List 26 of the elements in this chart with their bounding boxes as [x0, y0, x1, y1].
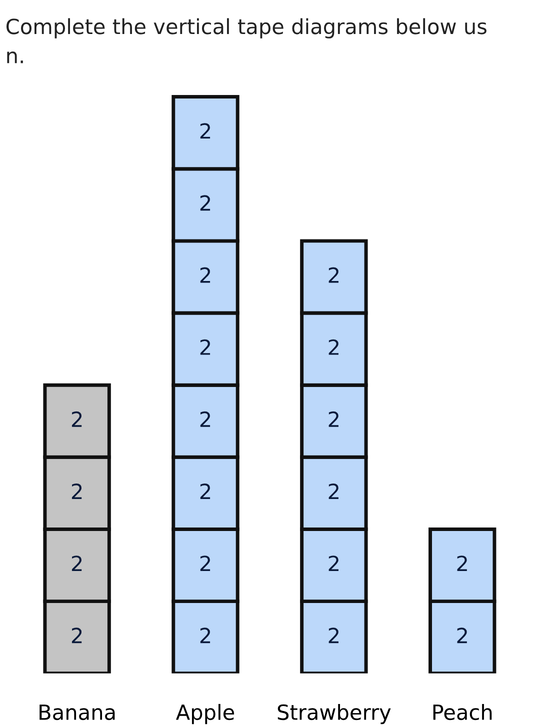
data-label: 2 [328, 411, 338, 427]
data-label: 2 [328, 483, 338, 499]
text: Complete the vertical tape diagrams below us [6, 18, 486, 38]
data-label: 2 [200, 483, 210, 499]
data-label: 2 [200, 411, 210, 427]
data-label: 2 [200, 123, 210, 139]
data-label: 2 [72, 411, 82, 427]
data-label: 2 [200, 267, 210, 283]
text: n. [7, 51, 23, 64]
data-label: 2 [72, 628, 82, 644]
data-label: 2 [200, 195, 210, 211]
x-tick-label: Banana [40, 704, 115, 720]
x-tick-label: Apple [176, 704, 234, 724]
data-label: 2 [200, 339, 210, 355]
x-tick-label: Strawberry [278, 704, 391, 724]
data-label: 2 [200, 556, 210, 572]
data-label: 2 [328, 339, 338, 355]
data-label: 2 [457, 628, 467, 644]
data-label: 2 [457, 556, 467, 572]
data-label: 2 [328, 628, 338, 644]
data-label: 2 [328, 267, 338, 283]
data-label: 2 [72, 483, 82, 499]
data-label: 2 [72, 556, 82, 572]
data-label: 2 [200, 628, 210, 644]
x-tick-label: Peach [433, 704, 492, 720]
data-label: 2 [328, 556, 338, 572]
